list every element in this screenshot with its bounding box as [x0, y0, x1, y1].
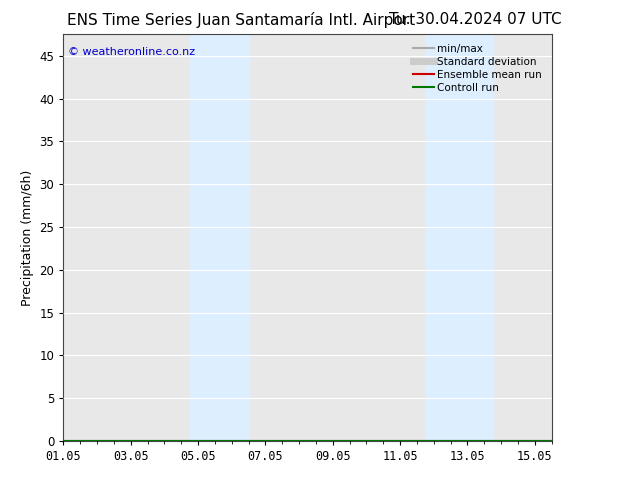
- Y-axis label: Precipitation (mm/6h): Precipitation (mm/6h): [21, 170, 34, 306]
- Text: © weatheronline.co.nz: © weatheronline.co.nz: [68, 47, 195, 56]
- Bar: [425, 34, 493, 441]
- Text: Tu. 30.04.2024 07 UTC: Tu. 30.04.2024 07 UTC: [389, 12, 562, 27]
- Legend: min/max, Standard deviation, Ensemble mean run, Controll run: min/max, Standard deviation, Ensemble me…: [410, 40, 547, 97]
- Bar: [190, 34, 249, 441]
- Text: ENS Time Series Juan Santamaría Intl. Airport: ENS Time Series Juan Santamaría Intl. Ai…: [67, 12, 415, 28]
